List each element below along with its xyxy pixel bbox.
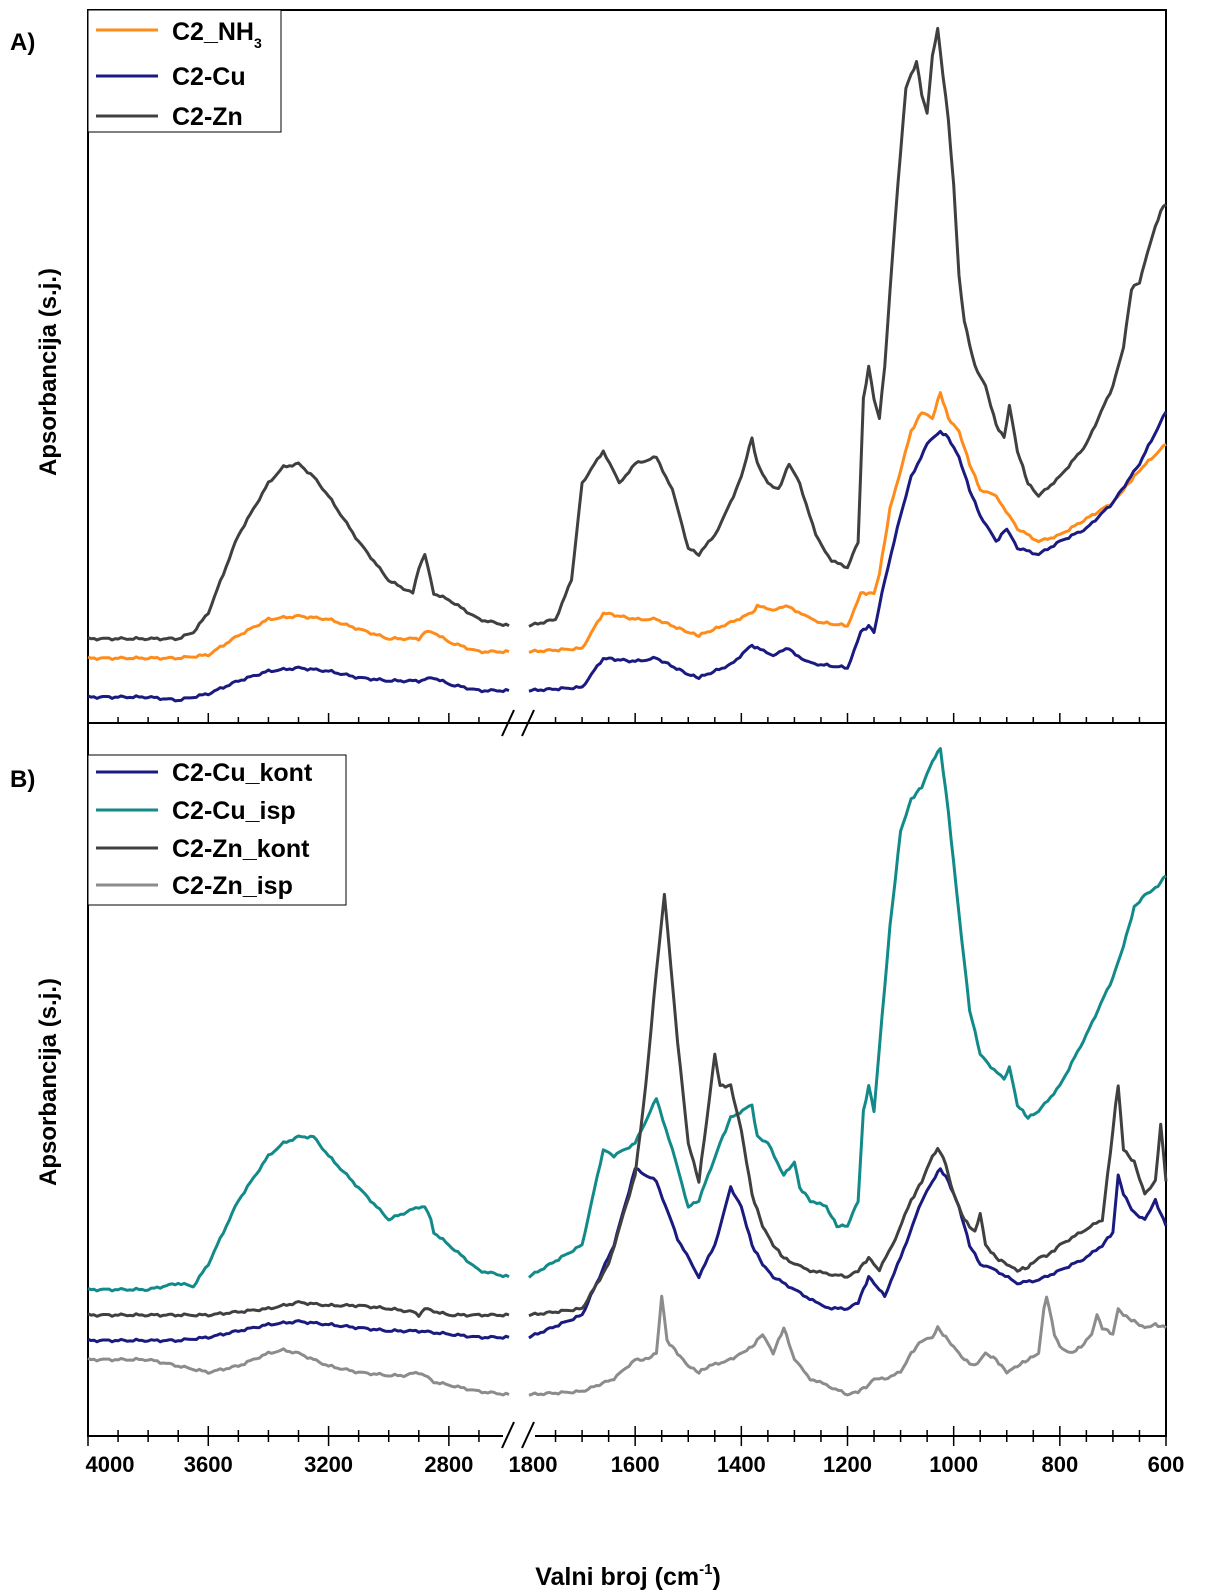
series-line-c2-zn-kont-left <box>87 1300 510 1318</box>
x-tick-label-1000: 1000 <box>929 1452 978 1477</box>
panel-b-x-ticks <box>87 1426 1167 1446</box>
series-line-c2-nh3-right <box>528 391 1167 654</box>
x-tick-labels: 4000 3600 3200 2800 1800 1600 1400 1200 1000 800 6… <box>86 1452 1185 1477</box>
series-line-c2-zn-left <box>87 461 510 642</box>
legend-label-c2-cu: C2-Cu <box>172 63 246 91</box>
x-tick-label-1800: 1800 <box>509 1452 558 1477</box>
series-line-c2-cu-right <box>528 411 1168 693</box>
panel-b-label: B) <box>10 766 35 793</box>
series-line-c2-cu-isp-left <box>87 1134 510 1293</box>
panel-a-x-ticks <box>87 713 1167 723</box>
panel-a: A) Apsorbancija (s.j.) C2_NH3 C2-Cu C2-Z… <box>10 9 1168 737</box>
series-line-c2-zn-isp-left <box>87 1347 510 1397</box>
panel-b-legend-box <box>87 754 347 906</box>
panel-b-ylabel: Apsorbancija (s.j.) <box>35 978 62 1186</box>
x-tick-label-1200: 1200 <box>823 1452 872 1477</box>
series-line-c2-cu-kont-left <box>87 1319 510 1344</box>
panel-b-series <box>87 747 1168 1397</box>
panel-a-legend: C2_NH3 C2-Cu C2-Zn <box>87 9 282 133</box>
series-line-c2-zn-kont-right <box>528 892 1168 1318</box>
series-line-c2-cu-left <box>87 665 510 703</box>
legend-label-c2-nh3: C2_NH3 <box>172 18 262 51</box>
x-axis-label: Valni broj (cm-1) <box>535 1561 721 1591</box>
series-line-c2-cu-isp-right <box>527 747 1167 1279</box>
series-line-c2-nh3-left <box>87 613 510 661</box>
panel-b-plot-frame <box>87 722 1167 1437</box>
panel-a-label: A) <box>10 29 35 56</box>
x-tick-label-1600: 1600 <box>611 1452 660 1477</box>
x-tick-label-4000: 4000 <box>86 1452 135 1477</box>
panel-b: B) Apsorbancija (s.j.) C2-Cu_kont C2-Cu_… <box>10 722 1168 1449</box>
panel-a-ylabel: Apsorbancija (s.j.) <box>35 268 62 476</box>
legend-label-c2-zn: C2-Zn <box>172 103 243 131</box>
x-tick-label-3200: 3200 <box>304 1452 353 1477</box>
legend-label-c2-zn-kont: C2-Zn_kont <box>172 835 310 863</box>
x-tick-label-3600: 3600 <box>184 1452 233 1477</box>
series-line-c2-zn-right <box>528 26 1167 628</box>
panel-b-legend: C2-Cu_kont C2-Cu_isp C2-Zn_kont C2-Zn_is… <box>87 754 347 906</box>
legend-label-c2-zn-isp: C2-Zn_isp <box>172 872 293 900</box>
legend-label-c2-cu-kont: C2-Cu_kont <box>172 759 313 787</box>
legend-label-c2-cu-isp: C2-Cu_isp <box>172 797 296 825</box>
panel-a-series <box>87 26 1168 703</box>
x-tick-label-600: 600 <box>1148 1452 1185 1477</box>
series-line-c2-zn-isp-right <box>528 1294 1167 1397</box>
x-tick-label-1400: 1400 <box>717 1452 766 1477</box>
x-tick-label-2800: 2800 <box>424 1452 473 1477</box>
series-line-c2-cu-kont-right <box>528 1167 1168 1340</box>
x-tick-label-800: 800 <box>1041 1452 1078 1477</box>
panel-b-axis-break <box>501 1421 535 1449</box>
